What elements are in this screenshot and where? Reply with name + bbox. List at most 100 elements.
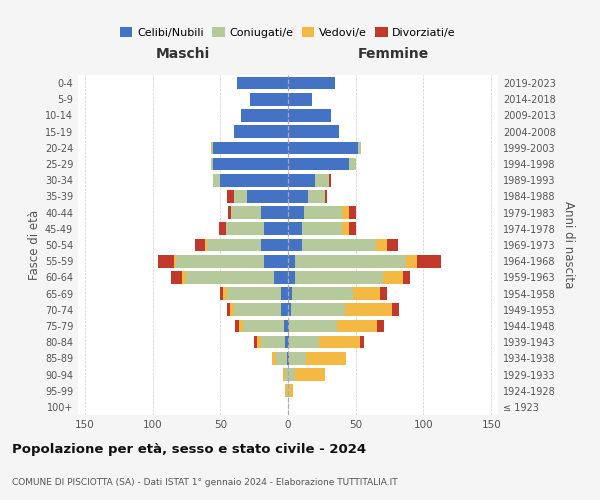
Bar	[223, 288, 227, 300]
Bar	[281, 304, 288, 316]
Bar	[360, 336, 364, 348]
Bar	[212, 142, 214, 154]
Bar	[241, 109, 288, 122]
Bar	[220, 288, 223, 300]
Bar	[358, 142, 361, 154]
Bar	[226, 222, 263, 235]
Bar	[227, 190, 234, 202]
Bar	[288, 304, 291, 316]
Bar	[230, 304, 234, 316]
Bar	[263, 255, 288, 268]
Bar	[342, 222, 349, 235]
Bar	[227, 288, 281, 300]
Bar	[174, 255, 176, 268]
Bar	[292, 288, 353, 300]
Y-axis label: Anni di nascita: Anni di nascita	[562, 202, 575, 288]
Bar	[288, 77, 335, 90]
Bar	[288, 174, 315, 186]
Bar	[288, 352, 289, 364]
Bar	[172, 271, 182, 283]
Legend: Celibi/Nubili, Coniugati/e, Vedovi/e, Divorziati/e: Celibi/Nubili, Coniugati/e, Vedovi/e, Di…	[116, 23, 460, 42]
Bar	[288, 368, 295, 381]
Bar	[235, 320, 239, 332]
Bar	[353, 288, 380, 300]
Bar	[194, 238, 205, 252]
Bar	[304, 206, 342, 219]
Bar	[337, 320, 377, 332]
Bar	[349, 158, 356, 170]
Bar	[261, 206, 288, 219]
Bar	[158, 255, 174, 268]
Bar	[288, 126, 340, 138]
Bar	[214, 174, 220, 186]
Bar	[288, 320, 289, 332]
Bar	[288, 142, 358, 154]
Bar	[289, 352, 305, 364]
Bar	[406, 255, 417, 268]
Bar	[305, 352, 346, 364]
Bar	[234, 190, 247, 202]
Bar	[291, 304, 345, 316]
Bar	[342, 206, 349, 219]
Bar	[417, 255, 441, 268]
Bar	[302, 222, 342, 235]
Bar	[308, 190, 325, 202]
Bar	[287, 384, 288, 397]
Bar	[229, 206, 231, 219]
Bar	[345, 304, 392, 316]
Text: COMUNE DI PISCIOTTA (SA) - Dati ISTAT 1° gennaio 2024 - Elaborazione TUTTITALIA.: COMUNE DI PISCIOTTA (SA) - Dati ISTAT 1°…	[12, 478, 398, 487]
Bar	[295, 271, 383, 283]
Bar	[289, 336, 319, 348]
Bar	[176, 255, 263, 268]
Bar	[182, 271, 187, 283]
Bar	[315, 174, 329, 186]
Bar	[220, 174, 288, 186]
Bar	[289, 384, 293, 397]
Bar	[349, 222, 356, 235]
Y-axis label: Fasce di età: Fasce di età	[28, 210, 41, 280]
Bar	[283, 368, 285, 381]
Bar	[288, 288, 292, 300]
Bar	[403, 271, 410, 283]
Bar	[302, 238, 376, 252]
Bar	[219, 222, 226, 235]
Bar	[239, 320, 243, 332]
Bar	[274, 271, 288, 283]
Bar	[377, 320, 384, 332]
Bar	[272, 352, 276, 364]
Bar	[380, 288, 387, 300]
Bar	[288, 109, 331, 122]
Bar	[287, 352, 288, 364]
Bar	[214, 142, 288, 154]
Bar	[261, 336, 285, 348]
Bar	[231, 206, 261, 219]
Bar	[250, 93, 288, 106]
Bar	[319, 336, 360, 348]
Bar	[254, 336, 257, 348]
Bar	[257, 336, 261, 348]
Bar	[281, 288, 288, 300]
Bar	[211, 142, 212, 154]
Bar	[205, 238, 207, 252]
Bar	[376, 238, 387, 252]
Text: Popolazione per età, sesso e stato civile - 2024: Popolazione per età, sesso e stato civil…	[12, 442, 366, 456]
Bar	[295, 255, 406, 268]
Bar	[285, 368, 288, 381]
Bar	[207, 238, 261, 252]
Bar	[211, 158, 214, 170]
Bar	[261, 238, 288, 252]
Bar	[325, 190, 327, 202]
Bar	[295, 368, 325, 381]
Bar	[236, 77, 288, 90]
Bar	[214, 158, 288, 170]
Bar	[288, 222, 302, 235]
Bar	[349, 206, 356, 219]
Bar	[288, 255, 295, 268]
Bar	[227, 304, 230, 316]
Bar	[383, 271, 403, 283]
Bar	[234, 304, 281, 316]
Bar	[285, 336, 288, 348]
Bar	[392, 304, 399, 316]
Bar	[263, 222, 288, 235]
Bar	[285, 384, 287, 397]
